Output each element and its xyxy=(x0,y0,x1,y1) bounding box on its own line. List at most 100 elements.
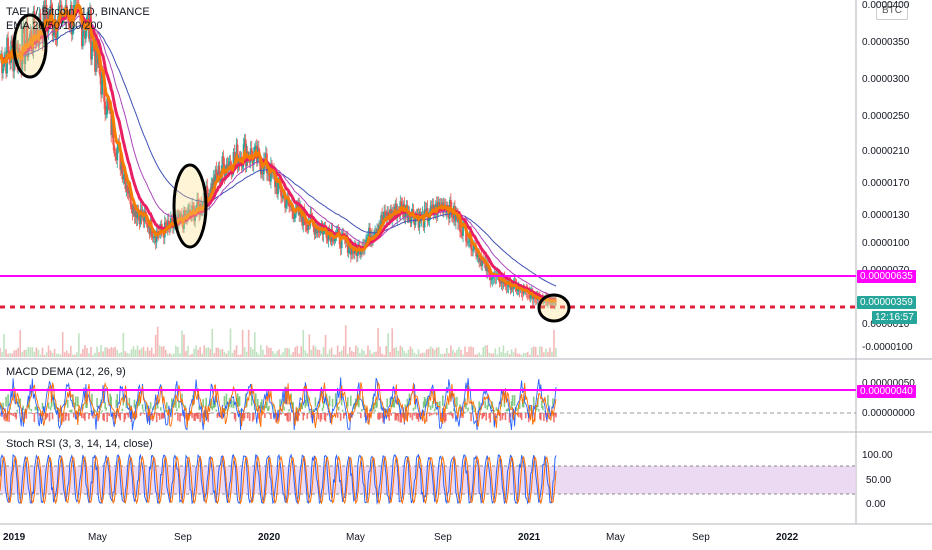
volume-bar xyxy=(88,353,90,357)
volume-bar xyxy=(144,351,147,357)
candle-body xyxy=(482,260,485,262)
volume-bar xyxy=(94,352,96,357)
candle-body xyxy=(80,19,83,47)
volume-bar xyxy=(1,352,3,357)
candle-body xyxy=(143,211,146,222)
macd-histogram-bar xyxy=(449,413,451,416)
macd-histogram-bar xyxy=(64,413,67,421)
macd-histogram-bar xyxy=(415,413,418,419)
volume-bar xyxy=(15,350,17,357)
macd-histogram-bar xyxy=(422,401,425,409)
candle-body xyxy=(533,297,536,299)
candle-body xyxy=(304,221,307,225)
candle-body xyxy=(468,241,470,243)
macd-histogram-bar xyxy=(360,413,362,419)
macd-histogram-bar xyxy=(167,409,169,412)
candle-body xyxy=(49,5,52,24)
volume-bar xyxy=(385,346,387,357)
macd-histogram-bar xyxy=(506,408,509,412)
macd-histogram-bar xyxy=(108,413,110,417)
macd-histogram-bar xyxy=(289,413,291,422)
candle-body xyxy=(394,203,397,213)
macd-histogram-bar xyxy=(398,399,401,408)
candle-body xyxy=(284,196,286,208)
annotation-ellipse-2 xyxy=(172,163,208,249)
price-tick: 0.0000350 xyxy=(862,37,910,48)
candle-body xyxy=(274,174,276,188)
macd-histogram-bar xyxy=(403,413,406,419)
candle-body xyxy=(146,219,149,229)
volume-bar xyxy=(120,352,123,357)
macd-histogram-bar xyxy=(495,407,498,411)
macd-histogram-bar xyxy=(450,411,452,413)
volume-bar xyxy=(274,353,276,357)
macd-histogram-bar xyxy=(497,413,500,416)
candle-body xyxy=(301,217,304,226)
macd-histogram-bar xyxy=(393,399,396,408)
macd-histogram-bar xyxy=(321,408,324,412)
macd-histogram-bar xyxy=(2,402,4,409)
macd-histogram-bar xyxy=(74,402,76,409)
candle-body xyxy=(228,161,231,166)
volume-bar xyxy=(464,346,466,357)
macd-histogram-bar xyxy=(199,413,201,423)
candle-body xyxy=(275,181,277,188)
volume-bar xyxy=(439,353,442,357)
macd-histogram-bar xyxy=(159,407,162,411)
volume-bar xyxy=(526,351,529,357)
volume-bar xyxy=(217,347,220,357)
macd-histogram-bar xyxy=(156,401,159,409)
candle-body xyxy=(22,26,25,30)
time-tick: Sep xyxy=(174,532,192,543)
volume-bar xyxy=(253,332,256,357)
macd-histogram-bar xyxy=(298,413,301,416)
candle-body xyxy=(67,16,70,26)
volume-bar xyxy=(171,354,173,357)
macd-histogram-bar xyxy=(496,408,499,412)
volume-bar xyxy=(405,353,408,357)
volume-bar xyxy=(27,346,30,357)
volume-bar xyxy=(61,332,64,357)
macd-histogram-bar xyxy=(282,398,284,408)
macd-histogram-bar xyxy=(466,411,468,413)
volume-bar xyxy=(496,354,499,357)
candle-body xyxy=(197,199,200,206)
macd-histogram-bar xyxy=(310,413,313,419)
currency-button[interactable]: BTC xyxy=(876,2,908,20)
volume-bar xyxy=(530,347,533,357)
macd-histogram-bar xyxy=(225,393,228,406)
macd-histogram-bar xyxy=(219,413,222,414)
macd-histogram-bar xyxy=(549,413,551,419)
macd-histogram-bar xyxy=(465,403,467,410)
volume-bar xyxy=(98,352,100,357)
macd-histogram-bar xyxy=(270,413,272,419)
volume-bar xyxy=(468,346,470,357)
volume-bar xyxy=(227,350,230,357)
macd-histogram-bar xyxy=(122,394,125,406)
candle-body xyxy=(131,206,134,214)
candle-body xyxy=(215,169,218,176)
candle-body xyxy=(479,258,482,262)
macd-histogram-bar xyxy=(232,400,235,409)
macd-histogram-bar xyxy=(463,411,465,413)
macd-histogram-bar xyxy=(508,413,511,423)
volume-bar xyxy=(522,352,525,357)
volume-bar xyxy=(502,345,505,357)
macd-histogram-bar xyxy=(18,412,21,413)
volume-bar xyxy=(304,350,307,357)
volume-bar xyxy=(154,334,157,357)
macd-histogram-bar xyxy=(320,413,323,420)
macd-histogram-bar xyxy=(57,413,60,423)
macd-histogram-bar xyxy=(111,411,114,413)
volume-bar xyxy=(528,354,531,357)
volume-bar xyxy=(466,352,468,357)
macd-histogram-bar xyxy=(531,410,534,412)
price-tick: 0.0000300 xyxy=(862,74,910,85)
volume-bar xyxy=(306,353,309,357)
macd-histogram-bar xyxy=(453,408,455,412)
candle-body xyxy=(38,13,41,45)
volume-bar xyxy=(231,352,234,357)
macd-histogram-bar xyxy=(472,404,474,410)
candle-body xyxy=(170,218,173,220)
volume-bar xyxy=(389,351,392,357)
